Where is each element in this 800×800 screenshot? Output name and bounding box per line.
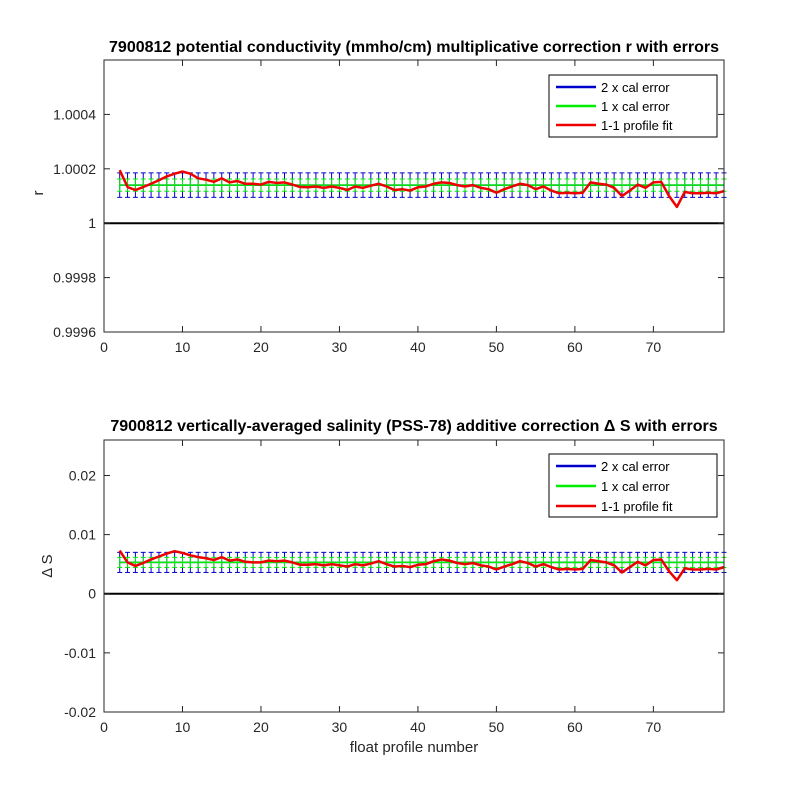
x-tick-label: 0 xyxy=(100,339,108,355)
axes-frame xyxy=(103,59,725,333)
y-tick-label: 0.9996 xyxy=(53,324,96,340)
x-tick-label: 70 xyxy=(646,719,662,735)
x-tick-label: 30 xyxy=(332,339,348,355)
y-tick-label: 0.02 xyxy=(69,467,96,483)
series-line-profile-fit xyxy=(118,169,725,209)
chart-conductivity-correction: 7900812 potential conductivity (mmho/cm)… xyxy=(30,39,727,355)
y-tick-label: 1 xyxy=(88,215,96,231)
chart-salinity-correction: 7900812 vertically-averaged salinity (PS… xyxy=(39,418,727,756)
legend-label-2x-cal-error: 2 x cal error xyxy=(601,459,670,474)
axes-frame xyxy=(103,439,725,713)
x-tick-label: 30 xyxy=(332,719,348,735)
x-tick-label: 40 xyxy=(410,719,426,735)
legend-label-1x-cal-error: 1 x cal error xyxy=(601,479,670,494)
error-band-1x xyxy=(117,556,727,568)
legend: 2 x cal error 1 x cal error 1-1 profile … xyxy=(548,453,718,518)
y-axis-label: r xyxy=(30,191,47,196)
x-tick-label: 60 xyxy=(567,339,583,355)
x-tick-label: 50 xyxy=(489,719,505,735)
y-tick-label: 0.9998 xyxy=(53,270,96,286)
legend-label-profile-fit: 1-1 profile fit xyxy=(601,118,673,133)
x-tick-label: 10 xyxy=(175,339,191,355)
x-tick-label: 10 xyxy=(175,719,191,735)
x-tick-label: 20 xyxy=(253,719,269,735)
x-tick-label: 40 xyxy=(410,339,426,355)
y-tick-label: 1.0004 xyxy=(53,106,96,122)
x-tick-label: 50 xyxy=(489,339,505,355)
y-tick-label: -0.01 xyxy=(64,645,96,661)
y-axis-label: Δ S xyxy=(39,554,56,577)
x-tick-label: 0 xyxy=(100,719,108,735)
y-tick-label: 0.01 xyxy=(69,527,96,543)
x-axis-label: float profile number xyxy=(350,739,478,756)
x-tick-label: 20 xyxy=(253,339,269,355)
chart-title: 7900812 vertically-averaged salinity (PS… xyxy=(110,418,717,435)
legend-label-2x-cal-error: 2 x cal error xyxy=(601,80,670,95)
x-tick-label: 70 xyxy=(646,339,662,355)
y-tick-label: 1.0002 xyxy=(53,161,96,177)
x-tick-label: 60 xyxy=(567,719,583,735)
y-tick-label: -0.02 xyxy=(64,704,96,720)
series-line-profile-fit xyxy=(118,549,725,582)
legend-label-profile-fit: 1-1 profile fit xyxy=(601,499,673,514)
y-tick-label: 0 xyxy=(88,586,96,602)
legend: 2 x cal error 1 x cal error 1-1 profile … xyxy=(548,74,718,138)
legend-label-1x-cal-error: 1 x cal error xyxy=(601,99,670,114)
chart-title: 7900812 potential conductivity (mmho/cm)… xyxy=(109,39,719,56)
